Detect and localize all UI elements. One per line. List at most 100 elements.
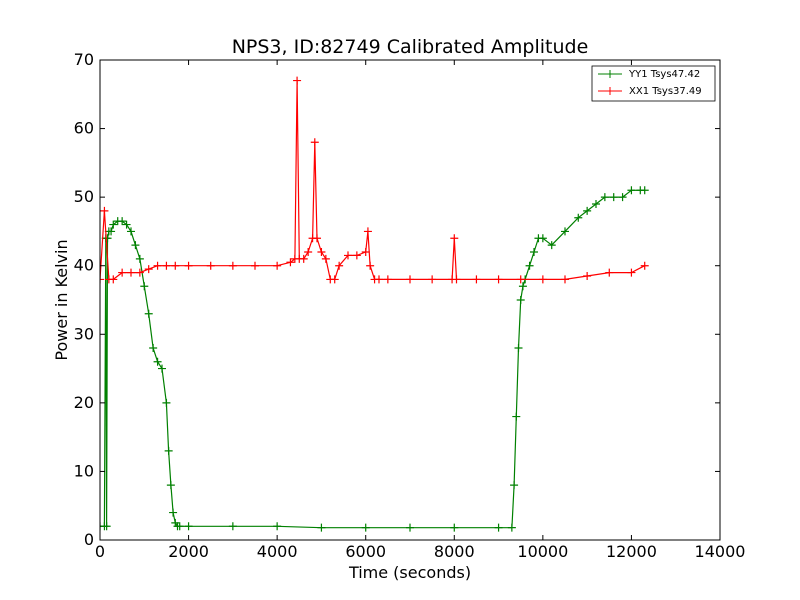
- data-point: [144, 309, 153, 318]
- y-tick-label: 0: [84, 530, 94, 549]
- legend-entry-xx1: XX1 Tsys37.49: [629, 86, 702, 97]
- data-point: [313, 234, 321, 243]
- data-point: [158, 364, 166, 373]
- data-point: [162, 261, 171, 270]
- data-point: [507, 523, 516, 532]
- data-point: [472, 275, 481, 284]
- data-point: [583, 206, 592, 215]
- y-tick-label: 20: [74, 393, 94, 412]
- data-point: [107, 227, 116, 236]
- data-point: [383, 275, 392, 284]
- data-point: [547, 241, 556, 250]
- data-point: [310, 138, 319, 147]
- data-point: [162, 398, 171, 407]
- data-point: [169, 508, 178, 517]
- data-point: [512, 412, 521, 421]
- y-tick-label: 50: [74, 187, 94, 206]
- series-line-1: [100, 80, 645, 280]
- series-1: [100, 76, 649, 284]
- data-point: [361, 523, 370, 532]
- x-tick-label: 12000: [606, 542, 657, 561]
- data-point: [127, 268, 135, 277]
- data-point: [605, 268, 614, 277]
- x-tick-label: 2000: [168, 542, 209, 561]
- data-point: [293, 76, 302, 85]
- data-point: [352, 251, 361, 260]
- legend-marker-0: [606, 70, 614, 78]
- data-point: [538, 234, 547, 243]
- data-point: [561, 275, 569, 284]
- data-point: [299, 254, 308, 263]
- axes: 0 2000 4000 6000 8000 10000 12000 14000 0 10 20 30 4…: [74, 50, 746, 561]
- data-point: [127, 227, 135, 236]
- data-point: [375, 275, 383, 284]
- data-point: [344, 251, 352, 260]
- x-axis-label: Time (seconds): [348, 563, 471, 582]
- data-point: [494, 523, 503, 532]
- data-point: [494, 275, 503, 284]
- data-point: [171, 261, 180, 270]
- x-tick-label: 4000: [257, 542, 298, 561]
- legend-marker-1: [606, 87, 614, 95]
- data-point: [166, 481, 175, 490]
- data-point: [516, 275, 525, 284]
- data-point: [361, 248, 370, 256]
- x-tick-label: 0: [95, 542, 105, 561]
- y-tick-label: 40: [74, 256, 94, 275]
- legend: YY1 Tsys47.42 XX1 Tsys37.49: [591, 65, 716, 102]
- data-point: [228, 522, 237, 531]
- data-point: [149, 344, 158, 352]
- x-tick-label: 6000: [345, 542, 386, 561]
- y-axis-label: Power in Kelvin: [52, 239, 71, 360]
- x-tick-label: 8000: [434, 542, 475, 561]
- data-point: [100, 206, 109, 215]
- data-point: [627, 268, 636, 277]
- plot-frame: [99, 59, 721, 541]
- data-point: [109, 220, 118, 229]
- x-tick-label: 10000: [517, 542, 568, 561]
- legend-entry-yy1: YY1 Tsys47.42: [628, 69, 700, 80]
- data-point: [206, 261, 215, 270]
- data-point: [184, 522, 193, 531]
- chart-title: NPS3, ID:82749 Calibrated Amplitude: [232, 36, 589, 58]
- data-point: [561, 227, 569, 236]
- data-point: [428, 275, 437, 284]
- data-point: [592, 200, 600, 208]
- data-point: [510, 481, 519, 490]
- data-point: [525, 261, 534, 270]
- data-point: [618, 193, 627, 202]
- plot-area: [100, 76, 649, 532]
- data-point: [118, 217, 127, 226]
- data-point: [144, 265, 153, 274]
- data-point: [530, 248, 538, 256]
- data-point: [321, 254, 330, 263]
- data-point: [609, 193, 618, 202]
- data-point: [640, 186, 649, 195]
- data-point: [286, 258, 295, 267]
- x-tick-label: 14000: [695, 542, 746, 561]
- data-point: [406, 523, 414, 532]
- data-point: [273, 261, 282, 270]
- y-tick-label: 70: [74, 50, 94, 69]
- data-point: [304, 248, 313, 256]
- data-point: [450, 523, 459, 532]
- data-point: [118, 268, 127, 277]
- data-point: [251, 261, 259, 270]
- data-point: [135, 254, 144, 263]
- legend-box: [591, 65, 716, 102]
- y-tick-label: 10: [74, 461, 94, 480]
- data-point: [627, 186, 636, 195]
- data-point: [450, 234, 459, 243]
- data-point: [140, 282, 149, 291]
- data-point: [122, 220, 131, 229]
- data-point: [514, 344, 523, 352]
- data-point: [273, 522, 282, 531]
- data-point: [335, 261, 344, 270]
- data-point: [574, 213, 583, 222]
- data-point: [583, 272, 592, 280]
- data-point: [153, 357, 162, 366]
- data-point: [184, 261, 193, 270]
- data-point: [153, 261, 162, 270]
- data-point: [109, 275, 118, 284]
- data-point: [175, 522, 184, 531]
